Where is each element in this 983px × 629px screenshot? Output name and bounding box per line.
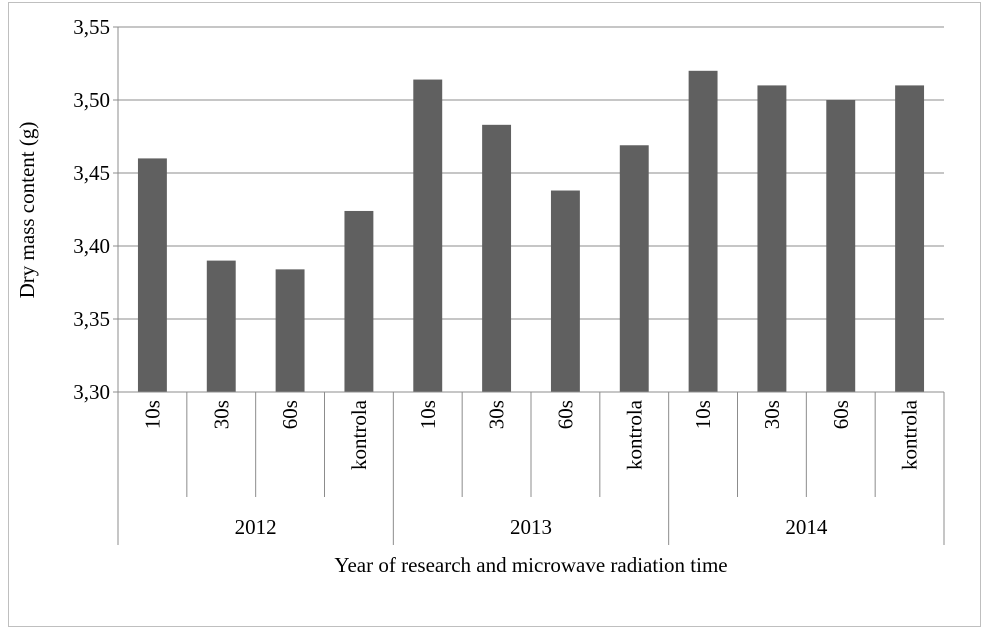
- gridlines: [118, 26, 944, 320]
- bar: [344, 210, 374, 392]
- x-category-label: 30s: [485, 400, 509, 429]
- bar: [275, 269, 305, 392]
- y-tick-labels: 3,30 3,35 3,40 3,45 3,50 3,55: [73, 15, 110, 404]
- bar: [206, 260, 236, 392]
- bar: [550, 190, 580, 392]
- x-category-label: 60s: [553, 400, 577, 429]
- bar: [482, 124, 512, 392]
- bar: [757, 85, 787, 393]
- x-category-label: kontrola: [898, 399, 922, 470]
- bar: [826, 100, 856, 392]
- x-category-label: 10s: [140, 400, 164, 429]
- x-group-label: 2013: [510, 515, 552, 539]
- bar: [137, 158, 167, 392]
- bar: [895, 85, 925, 393]
- axes: [113, 26, 945, 545]
- y-tick-label: 3,30: [73, 380, 110, 404]
- bar: [413, 79, 443, 392]
- y-axis-label: Dry mass content (g): [15, 122, 39, 299]
- y-tick-label: 3,50: [73, 88, 110, 112]
- x-category-label: kontrola: [347, 399, 371, 470]
- x-group-label: 2012: [235, 515, 277, 539]
- x-category-label: 60s: [829, 400, 853, 429]
- x-axis-label: Year of research and microwave radiation…: [334, 553, 727, 577]
- bar: [619, 145, 649, 392]
- y-tick-label: 3,35: [73, 307, 110, 331]
- x-category-label: 60s: [278, 400, 302, 429]
- x-group-label: 2014: [785, 515, 828, 539]
- bar: [688, 70, 718, 393]
- y-tick-label: 3,45: [73, 161, 110, 185]
- x-category-label: kontrola: [622, 399, 646, 470]
- x-category-label: 30s: [209, 400, 233, 429]
- x-category-label: 30s: [760, 400, 784, 429]
- x-category-labels: 10s 30s 60s kontrola 10s 30s 60s kontrola 10s 30s…: [140, 399, 921, 470]
- x-group-labels: 2012 2013 2014: [235, 515, 828, 539]
- y-tick-label: 3,55: [73, 15, 110, 39]
- x-category-label: 10s: [416, 400, 440, 429]
- bars: [137, 70, 925, 393]
- x-category-label: 10s: [691, 400, 715, 429]
- y-tick-label: 3,40: [73, 234, 110, 258]
